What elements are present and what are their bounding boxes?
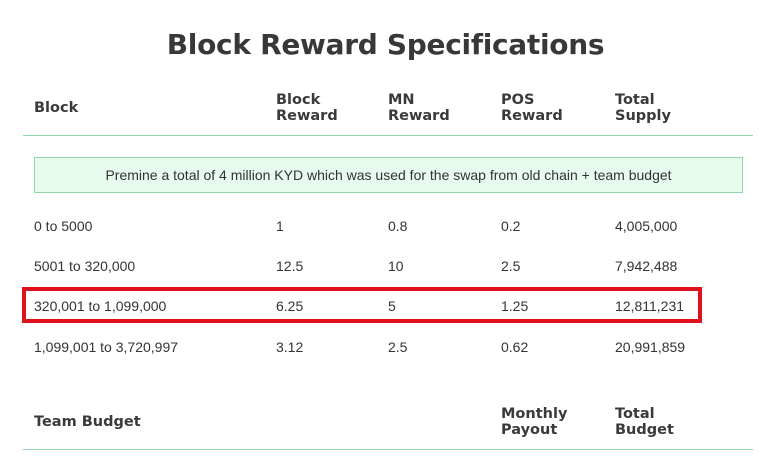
cell-block: 5001 to 320,000 <box>34 258 136 274</box>
cell-pos-reward: 1.25 <box>501 298 529 314</box>
cell-block-reward: 3.12 <box>276 339 304 355</box>
header-total-supply: Total Supply <box>615 92 671 124</box>
header-team-budget: Team Budget <box>34 414 141 430</box>
cell-block-reward: 1 <box>276 218 284 234</box>
cell-mn-reward: 10 <box>388 258 404 274</box>
header-monthly-payout: Monthly Payout <box>501 406 568 438</box>
premine-note: Premine a total of 4 million KYD which w… <box>34 157 743 193</box>
cell-total-supply: 7,942,488 <box>615 258 678 274</box>
cell-total-supply: 4,005,000 <box>615 218 678 234</box>
cell-mn-reward: 2.5 <box>388 339 408 355</box>
cell-block-reward: 12.5 <box>276 258 304 274</box>
cell-pos-reward: 2.5 <box>501 258 521 274</box>
header-block-reward: Block Reward <box>276 92 338 124</box>
cell-block: 1,099,001 to 3,720,997 <box>34 339 179 355</box>
cell-block: 320,001 to 1,099,000 <box>34 298 167 314</box>
cell-mn-reward: 5 <box>388 298 396 314</box>
cell-pos-reward: 0.62 <box>501 339 529 355</box>
cell-block: 0 to 5000 <box>34 218 93 234</box>
cell-pos-reward: 0.2 <box>501 218 521 234</box>
team-header-divider <box>23 449 753 450</box>
header-total-budget: Total Budget <box>615 406 674 438</box>
header-block: Block <box>34 100 79 116</box>
cell-mn-reward: 0.8 <box>388 218 408 234</box>
header-pos-reward: POS Reward <box>501 92 563 124</box>
highlight-box <box>22 287 702 323</box>
header-mn-reward: MN Reward <box>388 92 450 124</box>
cell-block-reward: 6.25 <box>276 298 304 314</box>
cell-total-supply: 20,991,859 <box>615 339 686 355</box>
header-divider <box>23 135 753 136</box>
cell-total-supply: 12,811,231 <box>615 298 685 314</box>
page-title: Block Reward Specifications <box>166 28 605 61</box>
